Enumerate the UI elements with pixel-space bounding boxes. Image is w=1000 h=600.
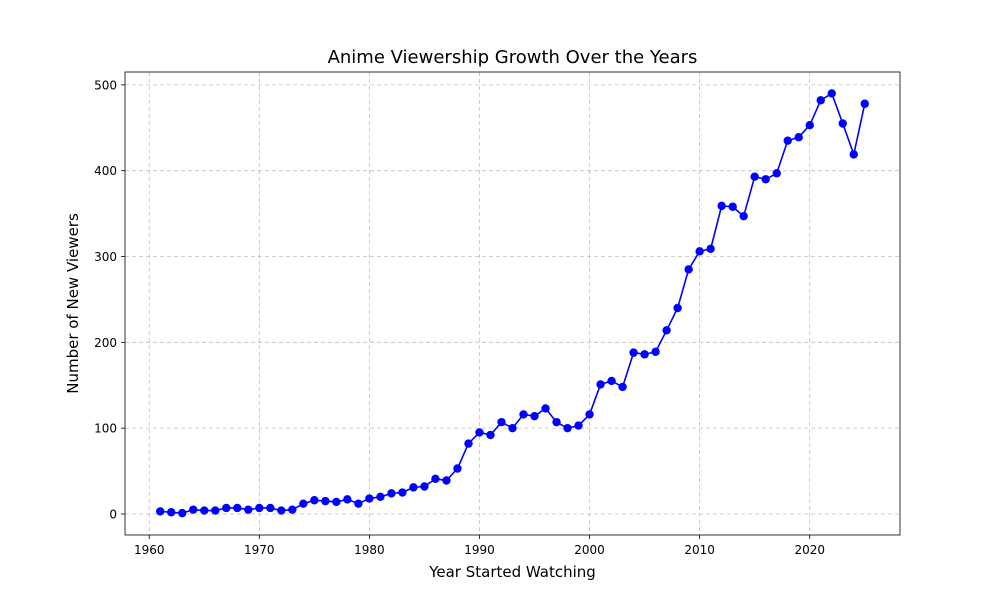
data-point <box>365 494 374 503</box>
data-point <box>453 464 462 473</box>
y-tick-label: 400 <box>94 164 117 178</box>
y-axis-title: Number of New Viewers <box>64 213 82 394</box>
data-point <box>409 483 418 492</box>
data-point <box>541 404 550 413</box>
data-point <box>838 119 847 128</box>
data-point <box>739 211 748 221</box>
data-point <box>255 503 264 513</box>
data-point <box>167 508 176 517</box>
data-point <box>398 488 407 497</box>
data-point <box>662 326 671 335</box>
data-point <box>497 417 506 427</box>
data-point <box>200 506 209 515</box>
data-point <box>816 96 825 105</box>
data-point <box>640 350 649 359</box>
data-point <box>585 410 594 419</box>
data-point <box>310 496 319 505</box>
data-point <box>728 202 737 211</box>
x-tick-label: 1960 <box>134 543 165 557</box>
data-point <box>860 99 869 108</box>
data-point <box>794 133 803 142</box>
data-point <box>464 439 473 448</box>
x-tick-label: 1970 <box>244 543 275 557</box>
data-point <box>486 430 495 440</box>
data-point <box>321 496 330 506</box>
data-point <box>288 505 297 514</box>
data-point <box>211 506 220 515</box>
data-point <box>849 150 858 159</box>
data-point <box>706 244 715 253</box>
data-point <box>761 175 770 184</box>
data-point <box>420 482 429 491</box>
data-point <box>530 411 539 421</box>
data-point <box>343 495 352 504</box>
x-tick-label: 1980 <box>354 543 385 557</box>
x-tick-label: 2010 <box>684 543 715 557</box>
x-tick-label: 2020 <box>794 543 825 557</box>
data-point <box>222 503 231 513</box>
data-point <box>651 347 660 356</box>
data-point <box>244 505 253 514</box>
series-line-group <box>156 89 869 518</box>
y-tick-label: 0 <box>109 507 117 521</box>
y-tick-label: 300 <box>94 250 117 264</box>
y-axis-ticks: 0 100 200 300 400 500 <box>94 78 125 521</box>
data-point <box>376 492 385 502</box>
data-point <box>354 499 363 508</box>
data-point <box>508 423 517 433</box>
x-tick-label: 1990 <box>464 543 495 557</box>
data-point <box>574 421 583 430</box>
data-point <box>805 121 814 130</box>
data-point <box>750 172 759 181</box>
x-axis-title: Year Started Watching <box>428 563 596 581</box>
y-tick-label: 500 <box>94 78 117 92</box>
data-point <box>233 503 242 513</box>
data-point <box>684 265 693 274</box>
data-point <box>475 428 484 437</box>
data-point <box>607 376 616 386</box>
data-point <box>629 348 638 357</box>
data-point <box>266 503 275 513</box>
x-axis-ticks: 1960 1970 1980 1990 2000 2010 2020 <box>134 535 825 557</box>
data-point <box>673 303 682 313</box>
data-point <box>277 506 286 515</box>
data-point <box>552 417 561 427</box>
y-tick-label: 100 <box>94 422 117 436</box>
x-tick-label: 2000 <box>574 543 605 557</box>
data-point <box>431 474 440 483</box>
y-tick-label: 200 <box>94 336 117 350</box>
data-point <box>442 476 451 485</box>
data-point <box>387 489 396 498</box>
data-point <box>618 382 627 392</box>
data-point <box>189 505 198 514</box>
data-point <box>156 507 165 516</box>
data-point <box>695 247 704 256</box>
data-point <box>332 497 341 507</box>
data-point <box>299 499 308 508</box>
data-point <box>178 508 187 518</box>
chart-title: Anime Viewership Growth Over the Years <box>328 47 698 68</box>
data-point <box>563 423 572 433</box>
plot-area-frame <box>124 71 901 536</box>
data-point <box>772 169 781 178</box>
data-point <box>596 380 605 389</box>
data-point <box>827 89 836 98</box>
data-point <box>717 201 726 211</box>
data-point <box>519 410 528 419</box>
data-point <box>783 136 792 145</box>
